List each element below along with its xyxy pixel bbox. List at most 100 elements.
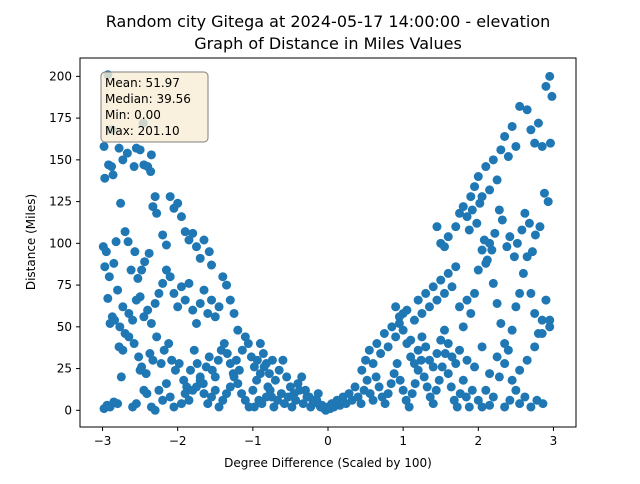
y-tick-label: 0	[64, 403, 72, 417]
scatter-point	[278, 355, 288, 365]
scatter-point	[473, 265, 483, 275]
scatter-point	[481, 162, 491, 172]
scatter-point	[184, 278, 194, 288]
scatter-point	[222, 389, 232, 399]
scatter-point	[458, 322, 468, 332]
scatter-point	[371, 372, 381, 382]
scatter-point	[383, 389, 393, 399]
scatter-point	[237, 389, 247, 399]
scatter-point	[530, 342, 540, 352]
scatter-point	[104, 272, 114, 282]
scatter-point	[439, 242, 449, 252]
scatter-point	[158, 395, 168, 405]
scatter-point	[409, 315, 419, 325]
scatter-point	[462, 295, 472, 305]
scatter-point	[142, 389, 152, 399]
scatter-point	[148, 355, 158, 365]
scatter-point	[214, 402, 224, 412]
scatter-point	[139, 312, 149, 322]
scatter-point	[389, 369, 399, 379]
scatter-point	[446, 382, 456, 392]
scatter-point	[99, 141, 109, 151]
scatter-point	[257, 399, 267, 409]
scatter-point	[184, 395, 194, 405]
x-tick-label: −2	[169, 434, 187, 448]
stats-mean: Mean: 51.97	[105, 76, 180, 90]
scatter-point	[470, 288, 480, 298]
scatter-point	[188, 228, 198, 238]
scatter-point	[443, 268, 453, 278]
scatter-point	[152, 208, 162, 218]
scatter-point	[428, 399, 438, 409]
y-tick-label: 200	[49, 69, 72, 83]
scatter-point	[134, 352, 144, 362]
scatter-point	[451, 359, 461, 369]
scatter-point	[191, 382, 201, 392]
scatter-point	[124, 332, 134, 342]
scatter-point	[118, 345, 128, 355]
stats-min: Min: 0.00	[105, 108, 161, 122]
scatter-point	[524, 218, 534, 228]
scatter-point	[240, 395, 250, 405]
scatter-point	[409, 359, 419, 369]
scatter-point	[398, 385, 408, 395]
scatter-point	[207, 392, 217, 402]
scatter-point	[432, 349, 442, 359]
scatter-point	[368, 359, 378, 369]
x-tick-label: −3	[94, 434, 112, 448]
scatter-point	[500, 339, 510, 349]
scatter-point	[191, 242, 201, 252]
scatter-point	[219, 339, 229, 349]
scatter-point	[298, 399, 308, 409]
scatter-point	[511, 302, 521, 312]
scatter-point	[440, 349, 450, 359]
scatter-point	[447, 352, 457, 362]
scatter-point	[252, 355, 262, 365]
scatter-point	[394, 318, 404, 328]
scatter-point	[140, 257, 150, 267]
scatter-point	[431, 385, 441, 395]
scatter-point	[195, 375, 205, 385]
scatter-point	[406, 352, 416, 362]
scatter-point	[169, 402, 179, 412]
scatter-point	[225, 382, 235, 392]
x-tick-label: 1	[399, 434, 407, 448]
scatter-point	[133, 273, 143, 283]
scatter-point	[455, 345, 465, 355]
scatter-point	[488, 278, 498, 288]
scatter-point	[302, 392, 312, 402]
scatter-point	[173, 198, 183, 208]
scatter-point	[233, 325, 243, 335]
scatter-point	[436, 275, 446, 285]
scatter-point	[231, 355, 241, 365]
scatter-point	[195, 253, 205, 263]
scatter-point	[518, 268, 528, 278]
scatter-point	[505, 232, 515, 242]
y-tick-label: 100	[49, 236, 72, 250]
scatter-point	[545, 322, 555, 332]
scatter-point	[380, 399, 390, 409]
scatter-point	[515, 288, 525, 298]
scatter-point	[291, 395, 301, 405]
scatter-point	[464, 402, 474, 412]
y-axis-ticks: 0 25 50 75 100 125 150 175 200	[49, 69, 80, 417]
scatter-point	[279, 399, 289, 409]
scatter-point	[203, 399, 213, 409]
scatter-point	[137, 265, 147, 275]
scatter-point	[464, 225, 474, 235]
scatter-point	[114, 143, 124, 153]
scatter-point	[386, 379, 396, 389]
scatter-point	[496, 318, 506, 328]
scatter-point	[218, 272, 228, 282]
scatter-point	[505, 395, 515, 405]
scatter-point	[364, 345, 374, 355]
x-axis-ticks: −3 −2 −1 0 1 2 3	[94, 427, 557, 448]
scatter-point	[218, 395, 228, 405]
scatter-point	[297, 372, 307, 382]
scatter-point	[535, 222, 545, 232]
scatter-point	[496, 145, 506, 155]
scatter-point	[361, 355, 371, 365]
scatter-point	[199, 285, 209, 295]
scatter-point	[100, 262, 110, 272]
scatter-point	[497, 215, 507, 225]
